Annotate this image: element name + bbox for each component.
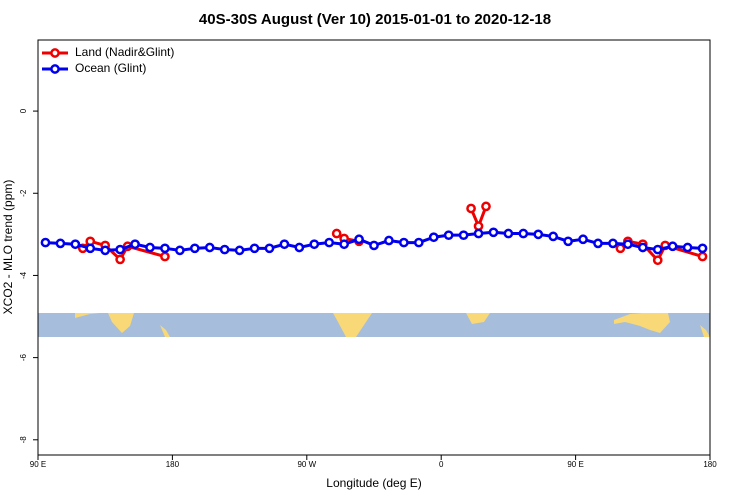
data-point bbox=[55, 238, 66, 249]
data-point bbox=[637, 242, 648, 253]
data-point bbox=[413, 237, 424, 248]
data-point bbox=[279, 239, 290, 250]
x-tick-label: 90 E bbox=[30, 460, 46, 469]
data-point bbox=[623, 239, 633, 250]
data-point bbox=[115, 254, 125, 265]
land-samerica bbox=[333, 313, 372, 337]
data-point bbox=[473, 221, 484, 231]
data-point bbox=[309, 239, 320, 250]
data-point bbox=[160, 243, 170, 254]
data-point bbox=[488, 227, 499, 238]
data-point bbox=[593, 238, 603, 249]
y-tick-label: -8 bbox=[19, 436, 28, 444]
data-point bbox=[608, 238, 618, 249]
data-point bbox=[294, 242, 305, 253]
y-axis-label: XCO2 - MLO trend (ppm) bbox=[1, 180, 15, 315]
data-point bbox=[466, 203, 476, 214]
data-point bbox=[473, 228, 484, 239]
data-point bbox=[399, 237, 409, 248]
land-nz-2 bbox=[700, 325, 710, 337]
x-tick-label: 90 E bbox=[567, 460, 583, 469]
data-point bbox=[160, 251, 170, 262]
data-point bbox=[40, 237, 51, 248]
data-point bbox=[145, 242, 155, 253]
data-point bbox=[697, 243, 708, 254]
y-tick-label: -2 bbox=[19, 189, 28, 197]
data-point bbox=[130, 239, 140, 250]
data-point bbox=[652, 255, 663, 266]
y-tick-label: -4 bbox=[19, 271, 28, 279]
data-point bbox=[354, 234, 364, 245]
data-point bbox=[324, 237, 335, 248]
data-point bbox=[518, 228, 529, 239]
data-point bbox=[503, 228, 514, 239]
data-point bbox=[204, 242, 215, 253]
data-point bbox=[563, 236, 573, 247]
land-africa bbox=[466, 313, 490, 324]
plot-frame bbox=[37, 39, 711, 456]
x-tick-label: 90 W bbox=[297, 460, 316, 469]
land-nz bbox=[160, 325, 170, 337]
x-tick-label: 180 bbox=[166, 460, 180, 469]
y-tick-label: -6 bbox=[19, 354, 28, 362]
data-point bbox=[85, 243, 96, 254]
data-point bbox=[481, 201, 491, 212]
data-point bbox=[615, 243, 626, 254]
legend-marker bbox=[50, 64, 60, 74]
data-point bbox=[667, 241, 678, 252]
data-point bbox=[339, 239, 349, 250]
data-point bbox=[189, 243, 200, 254]
x-axis-label: Longitude (deg E) bbox=[326, 476, 421, 490]
chart-title: 40S-30S August (Ver 10) 2015-01-01 to 20… bbox=[199, 11, 551, 28]
data-point bbox=[697, 251, 708, 262]
data-point bbox=[175, 245, 185, 256]
data-point bbox=[458, 230, 469, 241]
land-australia-2 bbox=[614, 313, 670, 333]
data-point bbox=[234, 245, 245, 256]
data-point bbox=[578, 234, 588, 245]
data-point bbox=[384, 235, 394, 246]
data-point bbox=[249, 243, 260, 254]
data-point bbox=[219, 244, 230, 255]
data-point bbox=[533, 229, 544, 240]
land-australia bbox=[75, 313, 134, 333]
legend-label: Land (Nadir&Glint) bbox=[75, 45, 174, 59]
data-point bbox=[548, 231, 559, 242]
legend-marker bbox=[50, 48, 60, 58]
y-tick-label: 0 bbox=[19, 108, 28, 113]
data-point bbox=[682, 242, 693, 253]
legend-label: Ocean (Glint) bbox=[75, 61, 146, 75]
data-point bbox=[652, 244, 663, 255]
data-point bbox=[331, 228, 342, 239]
data-point bbox=[264, 243, 275, 254]
data-point bbox=[115, 244, 125, 255]
data-point bbox=[428, 232, 439, 243]
map-strip bbox=[38, 313, 710, 337]
x-tick-label: 180 bbox=[703, 460, 717, 469]
ocean-strip bbox=[38, 313, 710, 337]
x-tick-label: 0 bbox=[439, 460, 444, 469]
data-point bbox=[100, 245, 111, 256]
data-point bbox=[70, 239, 81, 250]
data-point bbox=[443, 230, 454, 241]
data-point bbox=[369, 240, 379, 251]
